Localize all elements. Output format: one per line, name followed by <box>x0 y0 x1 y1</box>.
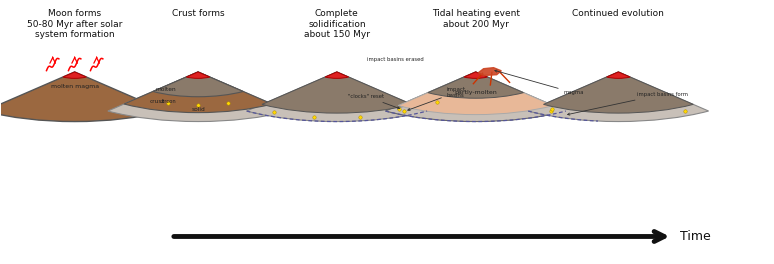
Wedge shape <box>528 72 708 121</box>
Text: Continued evolution: Continued evolution <box>573 9 664 18</box>
Wedge shape <box>543 72 694 113</box>
Text: Tidal heating event
about 200 Myr: Tidal heating event about 200 Myr <box>432 9 519 29</box>
Text: Complete
solidification
about 150 Myr: Complete solidification about 150 Myr <box>304 9 370 39</box>
Wedge shape <box>187 72 210 78</box>
Text: Moon forms
50-80 Myr after solar
system formation: Moon forms 50-80 Myr after solar system … <box>27 9 122 39</box>
Text: "clocks" reset: "clocks" reset <box>348 94 399 109</box>
Text: Time: Time <box>680 230 711 243</box>
Text: zircon: zircon <box>161 99 176 104</box>
Wedge shape <box>247 72 427 121</box>
Polygon shape <box>478 68 502 76</box>
Wedge shape <box>607 72 630 78</box>
Wedge shape <box>398 72 553 115</box>
Wedge shape <box>428 72 523 98</box>
Text: molten: molten <box>156 87 176 92</box>
Text: molten magma: molten magma <box>50 84 99 89</box>
Text: crust: crust <box>149 99 164 104</box>
Text: solid: solid <box>191 107 205 112</box>
Text: impact basins form: impact basins form <box>567 92 688 115</box>
Text: impact basins erased: impact basins erased <box>367 57 423 62</box>
Wedge shape <box>153 72 243 97</box>
Wedge shape <box>63 72 87 78</box>
Wedge shape <box>385 72 566 121</box>
Wedge shape <box>0 72 165 121</box>
Wedge shape <box>124 72 272 113</box>
Text: impact
basins: impact basins <box>408 87 466 110</box>
Text: magma: magma <box>495 70 584 95</box>
Wedge shape <box>108 72 288 121</box>
Text: partly-molten: partly-molten <box>454 90 497 95</box>
Wedge shape <box>464 72 488 78</box>
Wedge shape <box>262 72 412 113</box>
Wedge shape <box>325 72 348 78</box>
Text: Crust forms: Crust forms <box>172 9 224 18</box>
